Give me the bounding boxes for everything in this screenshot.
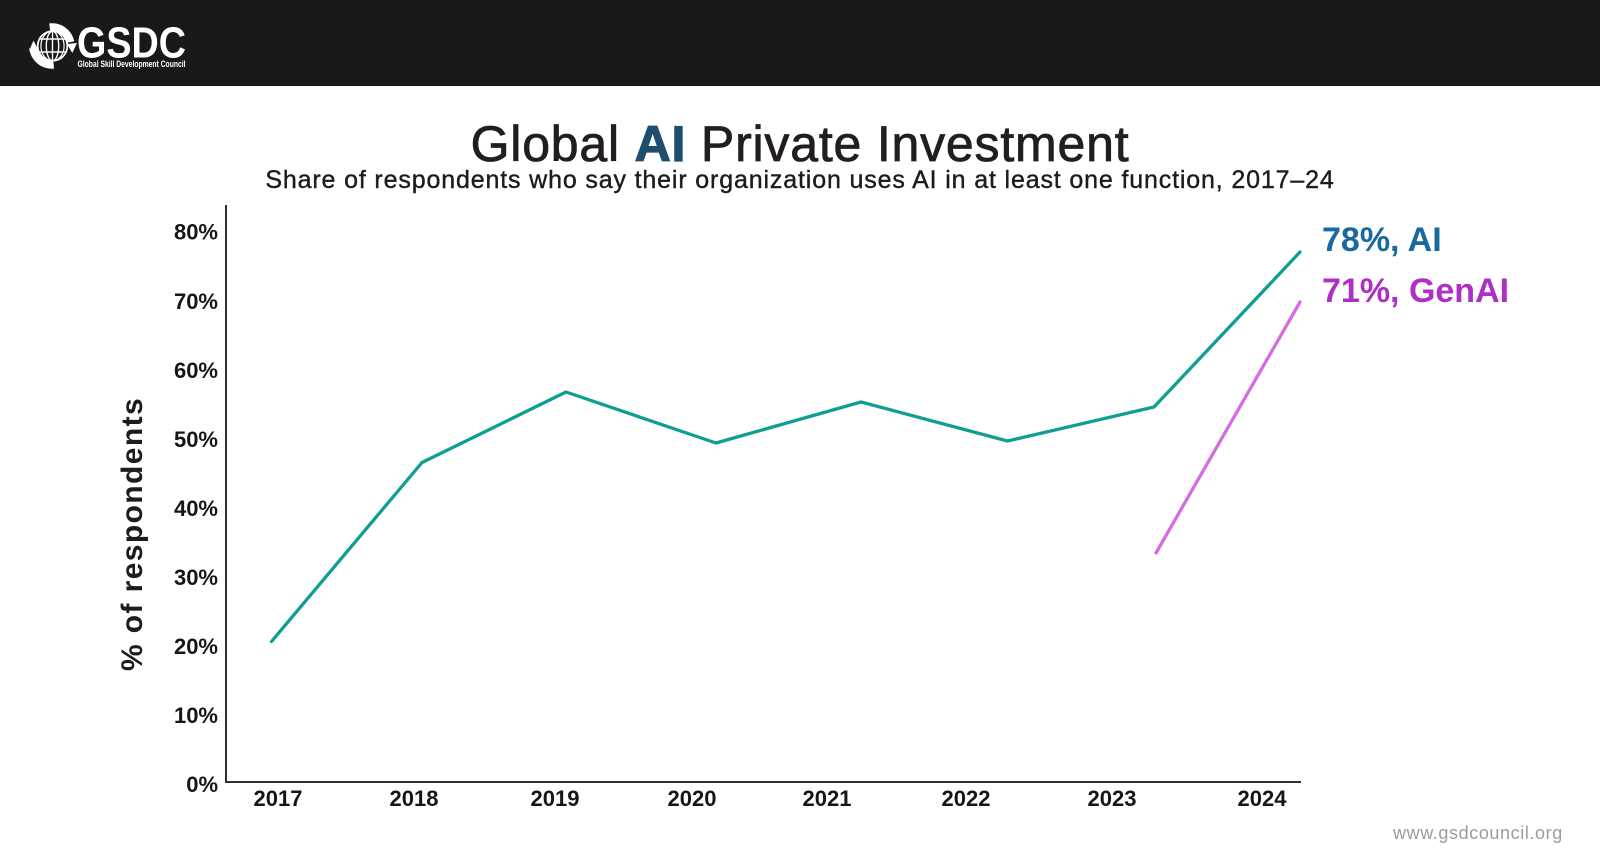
svg-text:GSDC: GSDC xyxy=(77,19,186,68)
svg-text:20%: 20% xyxy=(174,634,218,659)
svg-text:2021: 2021 xyxy=(803,786,852,811)
svg-text:2019: 2019 xyxy=(531,786,580,811)
svg-text:40%: 40% xyxy=(174,496,218,521)
svg-text:2018: 2018 xyxy=(390,786,439,811)
svg-text:2023: 2023 xyxy=(1088,786,1137,811)
svg-text:Global Skill Development Counc: Global Skill Development Council xyxy=(78,59,186,69)
svg-text:80%: 80% xyxy=(174,220,218,245)
svg-text:10%: 10% xyxy=(174,703,218,728)
svg-text:30%: 30% xyxy=(174,565,218,590)
svg-text:50%: 50% xyxy=(174,427,218,452)
svg-text:70%: 70% xyxy=(174,289,218,314)
svg-text:2020: 2020 xyxy=(668,786,717,811)
svg-text:60%: 60% xyxy=(174,358,218,383)
svg-text:2024: 2024 xyxy=(1238,786,1288,811)
svg-text:2022: 2022 xyxy=(942,786,991,811)
svg-text:2017: 2017 xyxy=(254,786,303,811)
svg-text:0%: 0% xyxy=(186,772,218,797)
